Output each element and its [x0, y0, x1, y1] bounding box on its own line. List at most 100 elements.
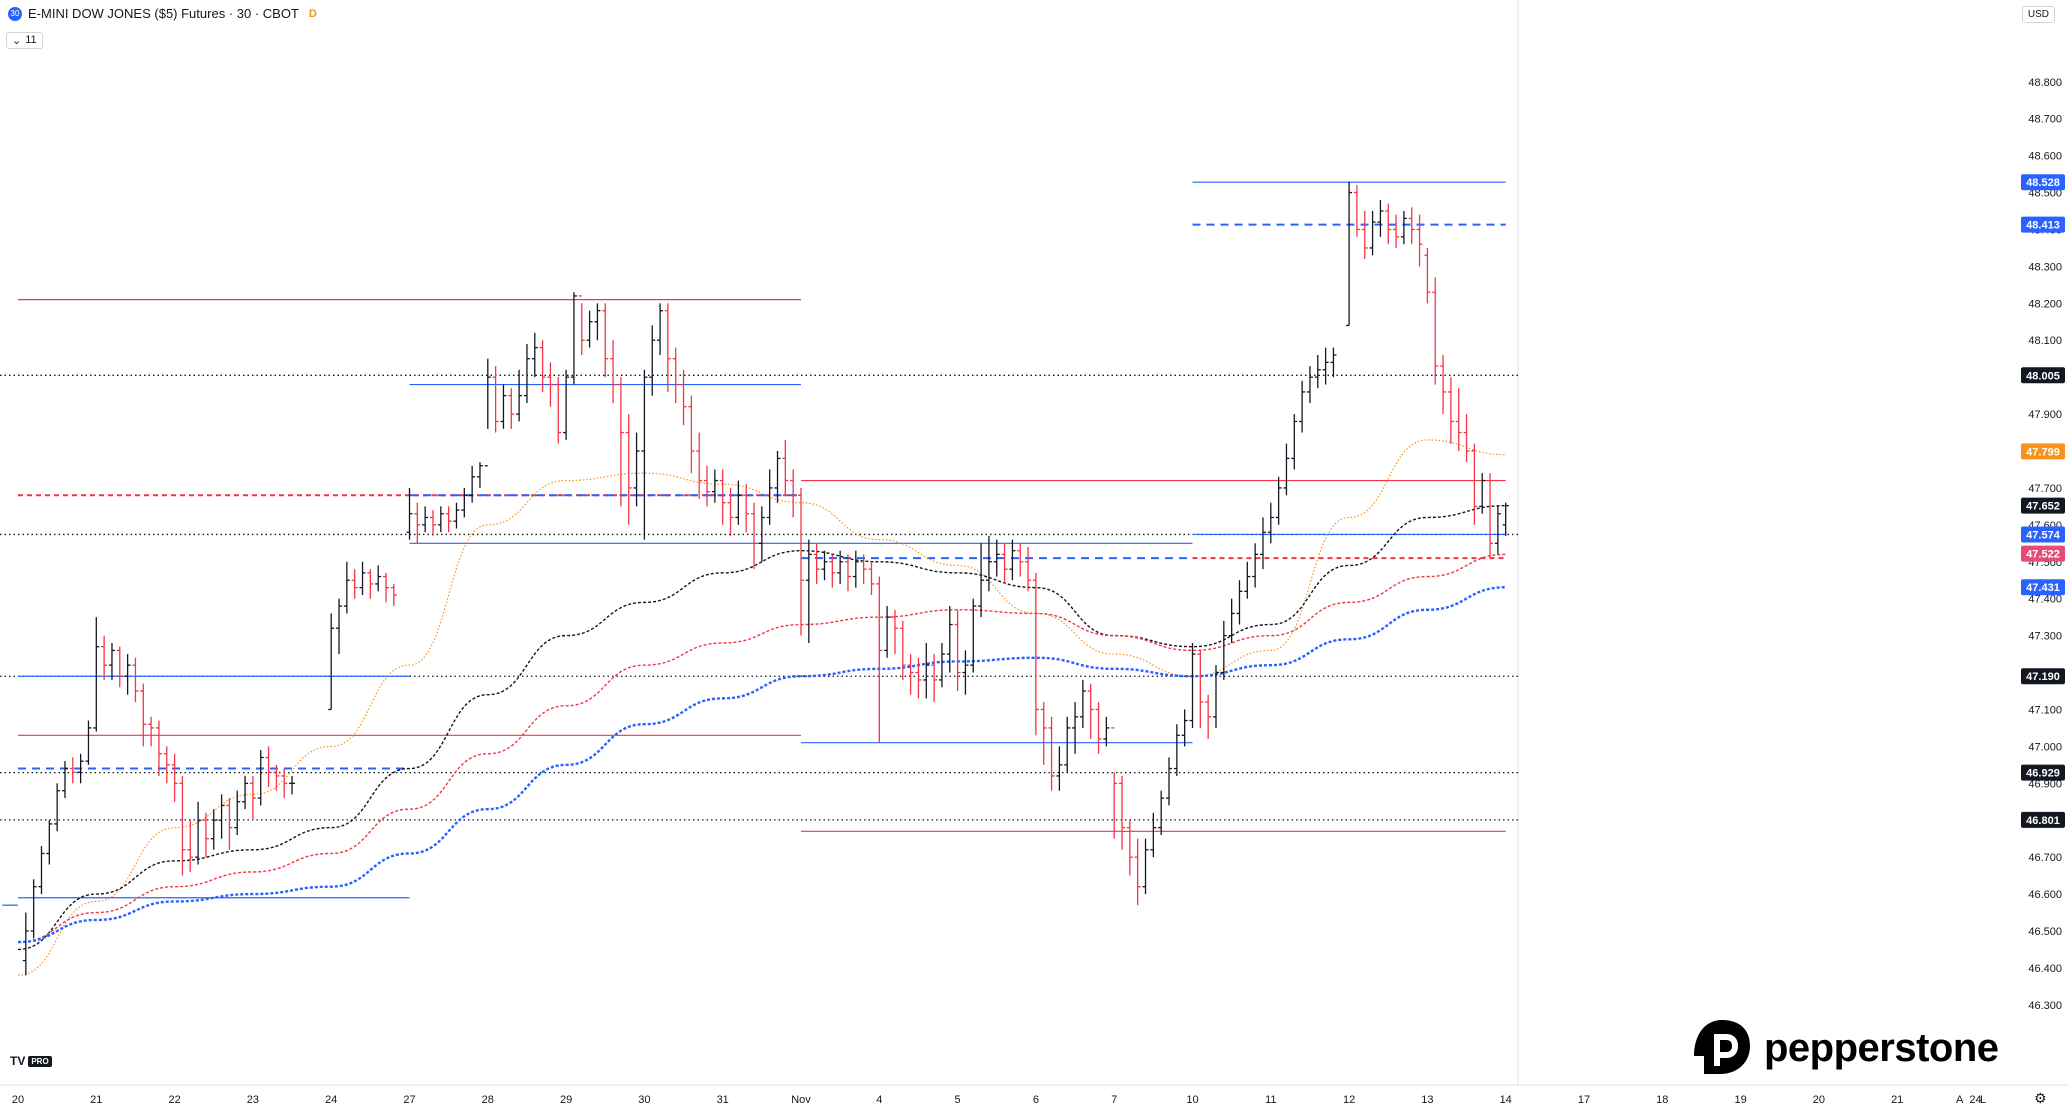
candle — [1400, 211, 1407, 245]
candle — [547, 362, 554, 407]
candle — [578, 295, 585, 355]
log-scale-button[interactable]: L — [1980, 1094, 1987, 1106]
candle — [289, 775, 296, 795]
candle — [696, 432, 703, 499]
candle — [1220, 620, 1227, 680]
candle — [1072, 702, 1079, 754]
candle — [429, 510, 436, 536]
candle — [1385, 203, 1392, 245]
candle — [242, 775, 249, 810]
candle — [30, 879, 37, 939]
candle — [22, 912, 29, 976]
time-tick-label: 12 — [1343, 1094, 1355, 1106]
candle — [633, 432, 640, 507]
candle — [1197, 650, 1204, 728]
candle — [813, 543, 820, 584]
time-tick-label: 23 — [247, 1094, 259, 1106]
time-tick-label: 31 — [717, 1094, 729, 1106]
moving-average-line — [17, 553, 1506, 943]
candle — [860, 554, 867, 584]
candle — [1025, 547, 1032, 592]
indicators-toggle[interactable]: ⌄ 11 — [6, 32, 43, 49]
price-tick-label: 47.300 — [2028, 631, 2062, 643]
candle — [484, 358, 491, 467]
candle — [868, 561, 875, 595]
candle — [570, 292, 577, 385]
candle — [54, 783, 61, 832]
moving-averages — [17, 439, 1506, 976]
price-label: 46.929 — [2026, 768, 2060, 780]
time-tick-label: 21 — [1891, 1094, 1903, 1106]
price-tick-label: 47.400 — [2028, 594, 2062, 606]
candle — [437, 506, 444, 533]
candle — [751, 502, 758, 570]
candle — [852, 550, 859, 588]
price-label: 47.190 — [2026, 671, 2060, 683]
candle — [273, 764, 280, 791]
candle — [711, 469, 718, 503]
candle — [69, 757, 76, 784]
candle — [555, 377, 562, 444]
candle — [539, 340, 546, 392]
candle — [163, 746, 170, 784]
candle — [798, 487, 804, 636]
time-tick-label: 19 — [1734, 1094, 1746, 1106]
candle — [586, 310, 593, 348]
time-tick-label: 28 — [482, 1094, 494, 1106]
candle — [782, 439, 789, 496]
candle — [1502, 502, 1509, 536]
time-tick-label: 13 — [1421, 1094, 1433, 1106]
candle — [516, 369, 523, 422]
time-tick-label: 20 — [1813, 1094, 1825, 1106]
candle — [672, 347, 679, 403]
candle — [1471, 443, 1478, 525]
price-label: 48.005 — [2026, 370, 2060, 382]
time-tick-label: 20 — [12, 1094, 24, 1106]
candle — [155, 720, 162, 776]
price-label: 46.801 — [2026, 815, 2060, 827]
candle — [1330, 347, 1337, 378]
candle — [202, 812, 209, 858]
candle — [1212, 665, 1219, 728]
candle — [1440, 355, 1447, 415]
candle — [719, 469, 726, 525]
candle — [844, 554, 851, 592]
candle — [1275, 476, 1282, 525]
candle — [664, 303, 671, 392]
time-tick-label: 6 — [1033, 1094, 1039, 1106]
candle — [116, 646, 123, 688]
price-label: 47.652 — [2026, 501, 2060, 513]
candle — [625, 414, 632, 525]
candle — [1150, 812, 1157, 858]
candle — [1032, 572, 1039, 736]
time-tick-label: 24 — [1969, 1094, 1981, 1106]
currency-selector[interactable]: USD — [2021, 6, 2055, 23]
candle — [85, 720, 92, 765]
delayed-badge: D — [308, 7, 317, 20]
gear-icon[interactable]: ⚙ — [2034, 1090, 2047, 1106]
price-tick-label: 47.100 — [2028, 704, 2062, 716]
candle — [680, 369, 687, 426]
time-tick-label: 24 — [325, 1094, 337, 1106]
time-tick-label: 21 — [90, 1094, 102, 1106]
candle — [758, 506, 765, 562]
candle — [469, 465, 476, 503]
candle — [328, 613, 335, 711]
candle — [1134, 838, 1141, 906]
candle — [187, 820, 194, 872]
candle — [821, 550, 828, 581]
candle — [1455, 388, 1462, 451]
candle — [946, 606, 953, 673]
candle — [704, 465, 711, 507]
price-tick-label: 46.500 — [2028, 926, 2062, 938]
auto-scale-button[interactable]: A — [1956, 1094, 1964, 1106]
candle — [602, 303, 609, 378]
candle — [1111, 727, 1118, 839]
candle — [907, 654, 914, 695]
tradingview-logo[interactable]: TV PRO — [10, 1054, 52, 1068]
candle — [899, 620, 906, 680]
symbol-title[interactable]: E-MINI DOW JONES ($5) Futures · 30 · CBO… — [28, 6, 299, 21]
candle — [790, 469, 797, 518]
candle — [93, 617, 100, 732]
